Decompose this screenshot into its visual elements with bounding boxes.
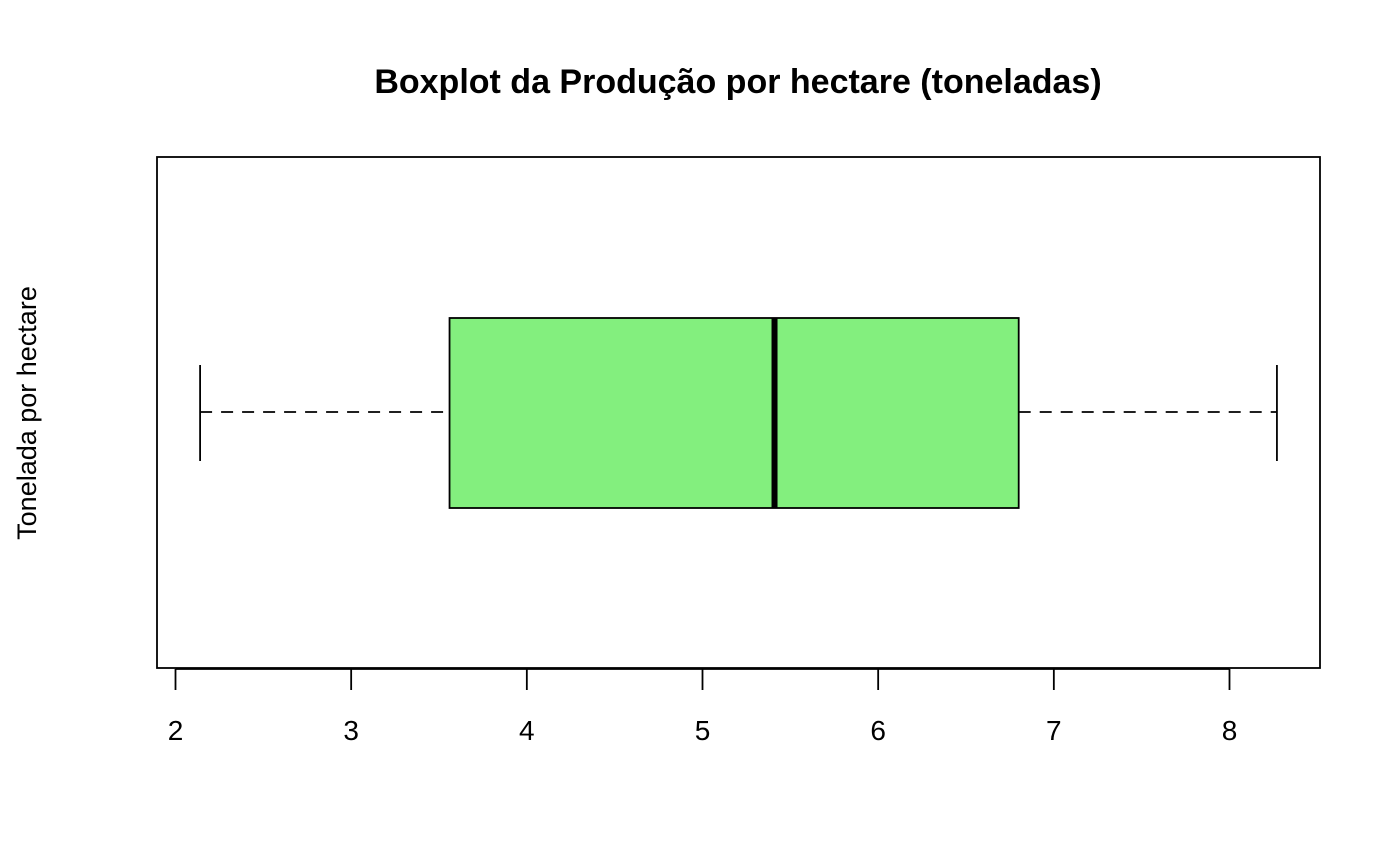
x-tick-label-2: 2 xyxy=(168,715,184,746)
x-tick-label-7: 7 xyxy=(1046,715,1062,746)
chart-title: Boxplot da Produção por hectare (tonelad… xyxy=(374,63,1101,101)
boxplot-box-group xyxy=(199,317,1278,509)
plot-frame xyxy=(156,156,1321,669)
y-axis-label: Tonelada por hectare xyxy=(12,286,42,540)
interquartile-box xyxy=(448,317,1020,509)
x-axis: 2 3 4 5 6 7 8 xyxy=(168,668,1238,746)
x-tick-label-8: 8 xyxy=(1222,715,1238,746)
x-tick-label-4: 4 xyxy=(519,715,535,746)
x-tick-label-3: 3 xyxy=(343,715,359,746)
x-tick-label-6: 6 xyxy=(870,715,886,746)
x-tick-label-5: 5 xyxy=(695,715,711,746)
